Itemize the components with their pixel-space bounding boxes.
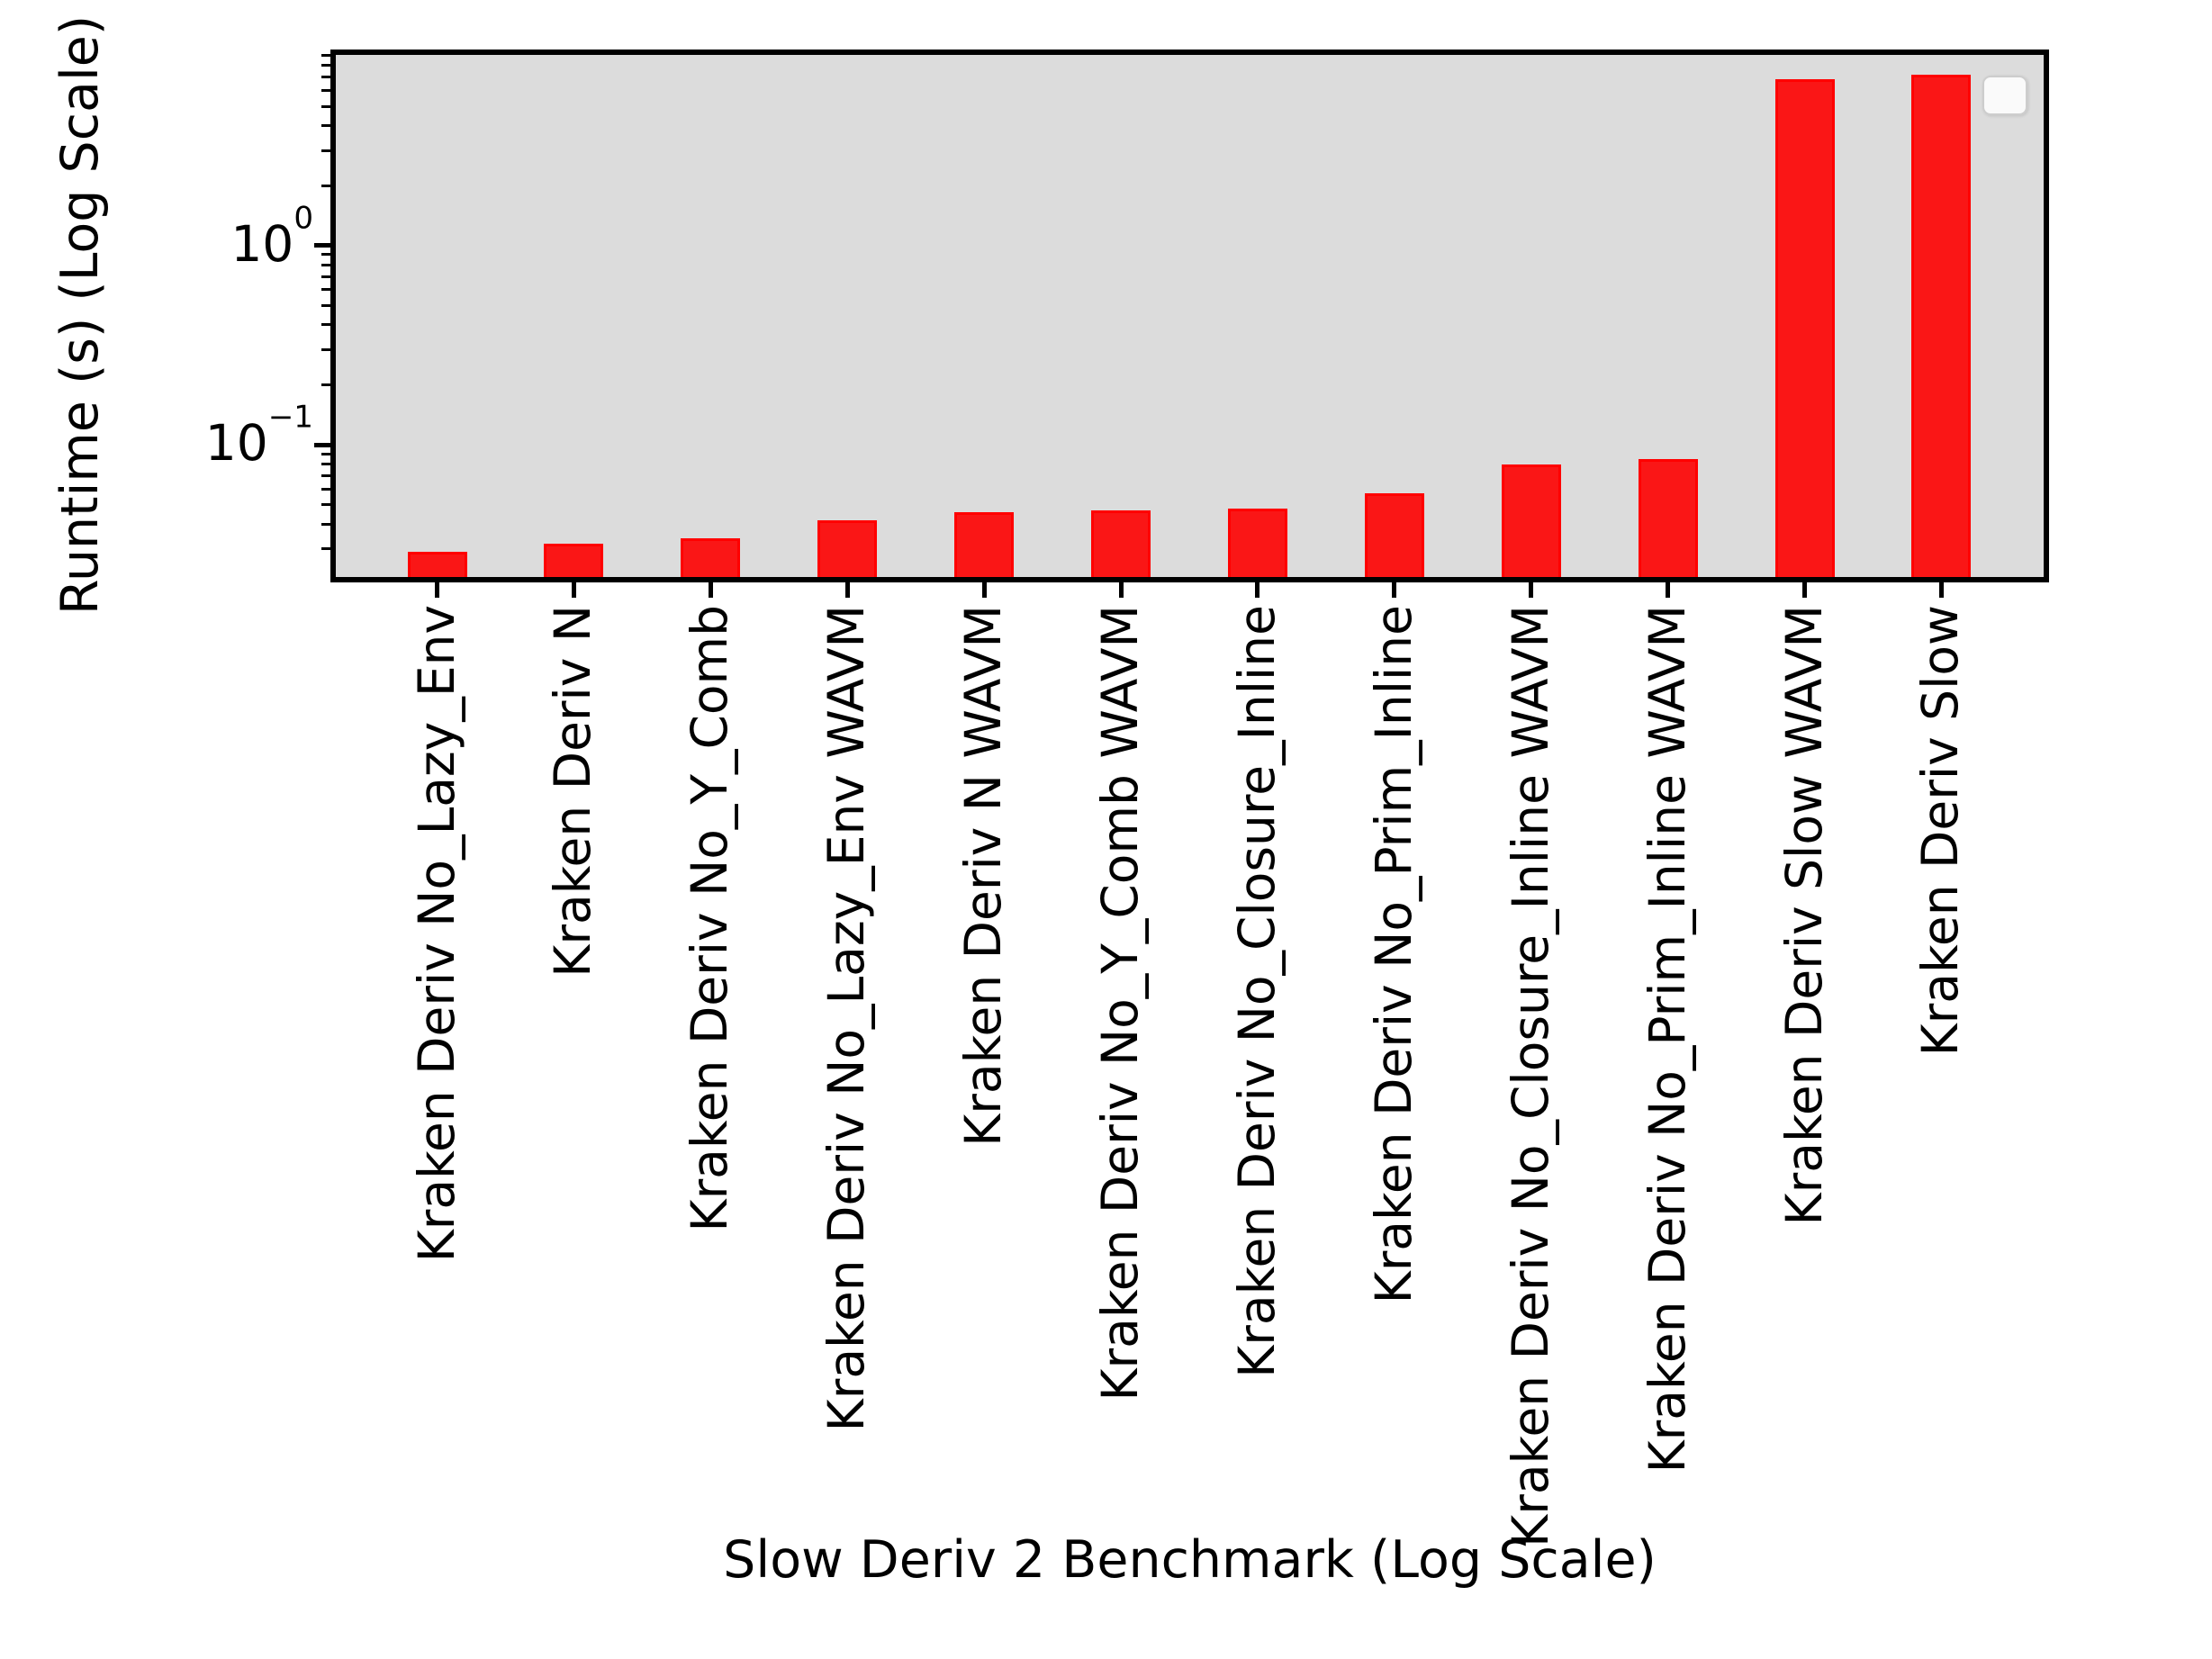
- y-minor-tick: [321, 54, 330, 58]
- x-tick-label: Kraken Deriv Slow: [1911, 605, 1970, 1057]
- x-tick: [1666, 582, 1671, 598]
- x-axis-label: Slow Deriv 2 Benchmark (Log Scale): [723, 1530, 1657, 1590]
- x-tick-label: Kraken Deriv No_Prim_Inline: [1364, 605, 1422, 1304]
- x-tick: [844, 582, 850, 598]
- bar: [1911, 75, 1972, 577]
- y-axis-label: Runtime (s) (Log Scale): [50, 14, 110, 616]
- y-minor-tick: [321, 253, 330, 257]
- y-tick-label: 100: [230, 200, 313, 273]
- bar: [407, 552, 467, 577]
- x-tick: [435, 582, 439, 598]
- bar: [817, 519, 878, 577]
- x-tick-label: Kraken Deriv N: [544, 605, 602, 978]
- y-minor-tick: [321, 522, 330, 526]
- x-tick-label: Kraken Deriv No_Y_Comb WAVM: [1091, 605, 1150, 1402]
- y-minor-tick: [321, 184, 330, 187]
- y-minor-tick: [321, 547, 330, 551]
- x-tick: [1529, 582, 1534, 598]
- x-tick-label: Kraken Deriv No_Closure_Inline: [1228, 605, 1287, 1378]
- bar: [1501, 464, 1561, 577]
- y-minor-tick: [321, 288, 330, 292]
- x-tick: [1255, 582, 1260, 598]
- x-tick: [1118, 582, 1124, 598]
- y-minor-tick: [321, 452, 330, 455]
- x-tick-label: Kraken Deriv Slow WAVM: [1774, 605, 1833, 1226]
- y-minor-tick: [321, 463, 330, 466]
- x-tick-label: Kraken Deriv No_Closure_Inline WAVM: [1501, 605, 1559, 1547]
- y-minor-tick: [321, 323, 330, 327]
- x-tick: [981, 582, 987, 598]
- y-minor-tick: [321, 104, 330, 108]
- bars-container: [336, 55, 2044, 577]
- x-tick-label: Kraken Deriv No_Lazy_Env WAVM: [817, 605, 876, 1432]
- y-minor-tick: [321, 263, 330, 266]
- x-tick: [708, 582, 713, 598]
- bar: [681, 537, 741, 577]
- y-minor-tick: [321, 503, 330, 507]
- legend-box: [1982, 76, 2027, 115]
- y-major-tick: [314, 442, 330, 447]
- x-tick-label: Kraken Deriv No_Lazy_Env: [407, 605, 465, 1263]
- x-tick-label: Kraken Deriv No_Y_Comb: [681, 605, 739, 1232]
- x-tick: [1802, 582, 1807, 598]
- bar: [1774, 79, 1835, 577]
- y-minor-tick: [321, 123, 330, 127]
- y-minor-tick: [321, 487, 330, 491]
- y-minor-tick: [321, 76, 330, 79]
- bar: [1227, 508, 1287, 577]
- y-minor-tick: [321, 275, 330, 278]
- y-tick-label: 10−1: [204, 399, 313, 473]
- bar: [1638, 458, 1698, 577]
- bar: [544, 543, 604, 577]
- y-minor-tick: [321, 149, 330, 152]
- x-tick: [1392, 582, 1397, 598]
- y-minor-tick: [321, 473, 330, 477]
- x-tick-label: Kraken Deriv N WAVM: [954, 605, 1013, 1147]
- y-minor-tick: [321, 348, 330, 351]
- bar: [1091, 509, 1151, 577]
- plot-area: [330, 50, 2049, 582]
- y-minor-tick: [321, 303, 330, 307]
- y-minor-tick: [321, 383, 330, 386]
- bar: [954, 511, 1015, 577]
- x-tick: [1938, 582, 1944, 598]
- x-tick-label: Kraken Deriv No_Prim_Inline WAVM: [1638, 605, 1696, 1474]
- bar: [1364, 493, 1424, 577]
- y-minor-tick: [321, 64, 330, 68]
- y-major-tick: [314, 243, 330, 248]
- y-minor-tick: [321, 89, 330, 92]
- x-tick: [571, 582, 576, 598]
